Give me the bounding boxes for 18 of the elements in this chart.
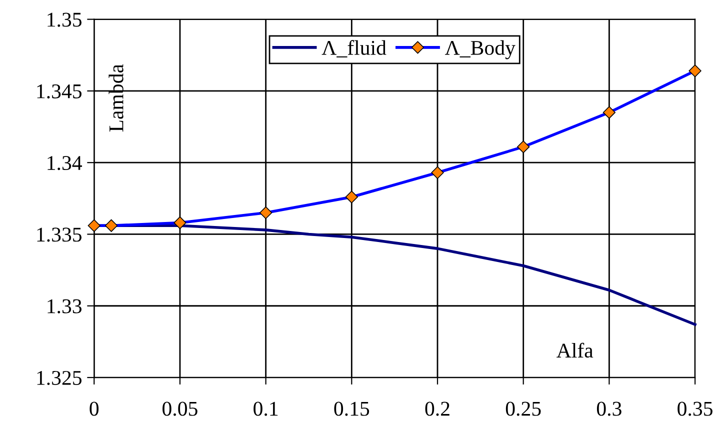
y-tick-label: 1.345 <box>37 84 82 98</box>
y-tick-label: 1.33 <box>48 299 82 314</box>
x-tick-label: 0 <box>90 402 99 416</box>
x-axis-title: Alfa <box>556 342 594 358</box>
legend-label: Λ_Body <box>445 40 516 60</box>
x-tick-label: 0.1 <box>254 402 278 416</box>
y-tick-label: 1.325 <box>37 370 82 386</box>
y-tick-label: 1.335 <box>37 228 82 242</box>
x-tick-label: 0.25 <box>506 402 541 416</box>
x-tick-label: 0.15 <box>334 402 370 416</box>
x-tick-label: 0.05 <box>162 402 198 416</box>
x-tick-label: 0.35 <box>678 402 712 416</box>
y-axis-title: Lambda <box>108 64 124 132</box>
x-tick-label: 0.2 <box>425 402 450 416</box>
y-tick-label: 1.35 <box>48 12 82 27</box>
y-tick-label: 1.34 <box>48 156 82 170</box>
legend-label: Λ_fluid <box>322 40 386 58</box>
x-tick-label: 0.3 <box>596 402 622 416</box>
